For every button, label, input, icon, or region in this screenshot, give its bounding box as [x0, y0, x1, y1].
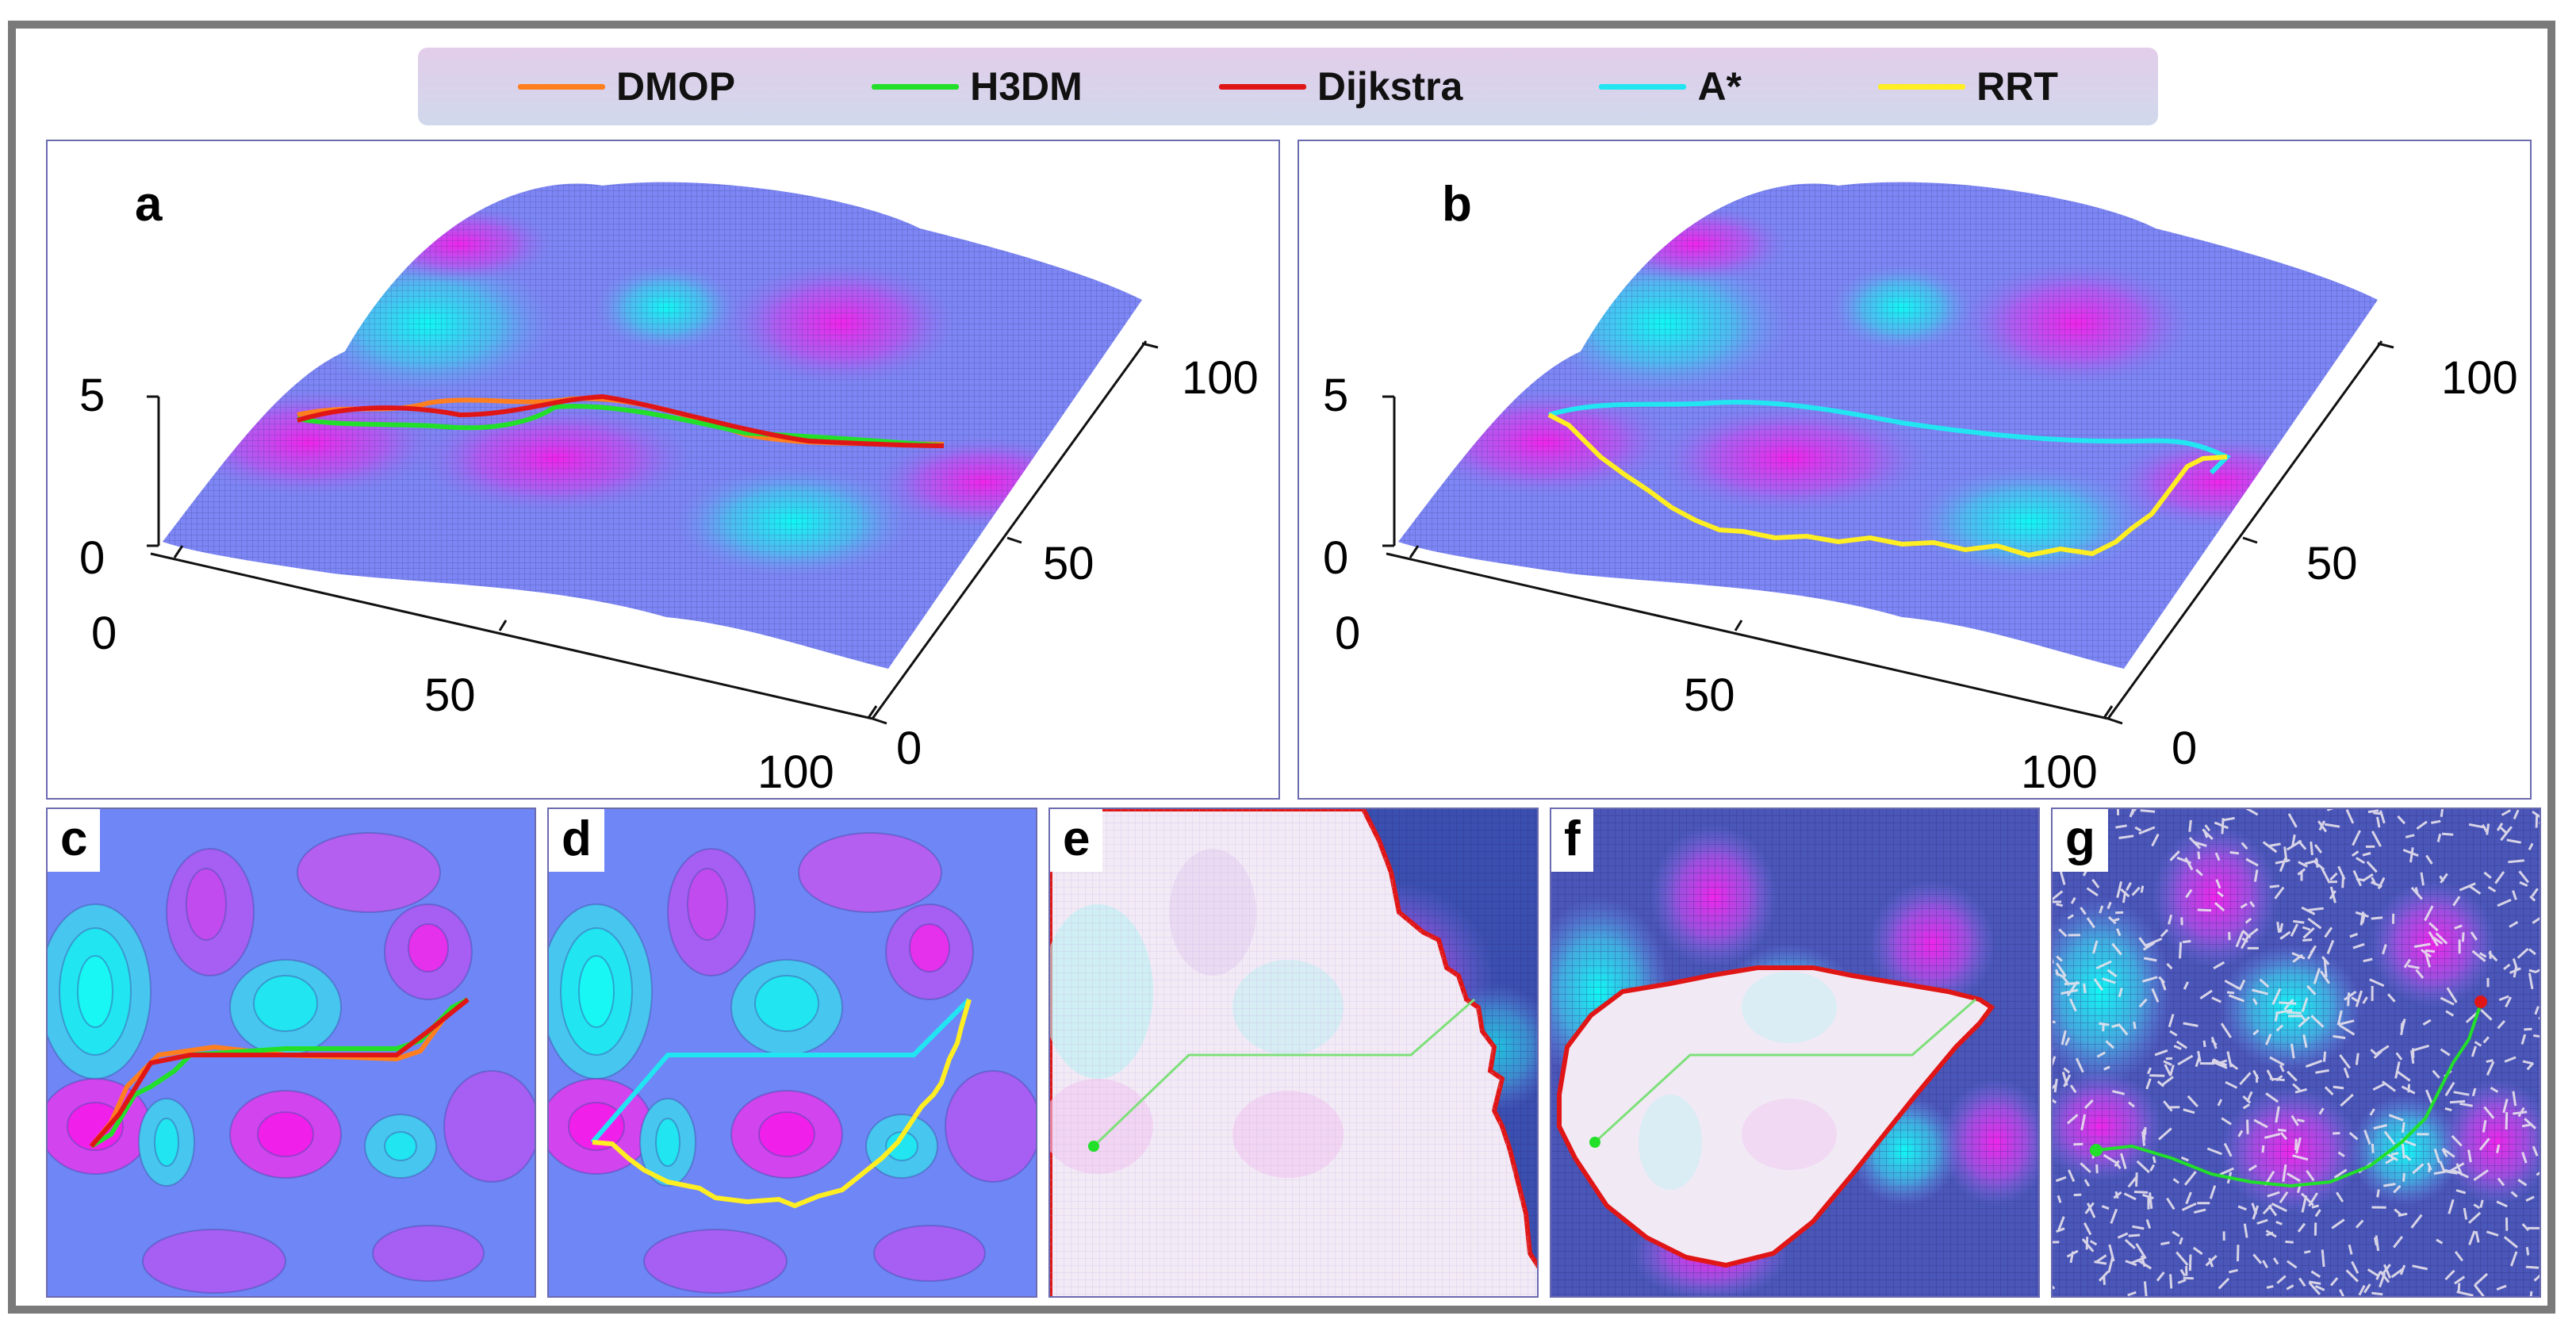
z-tick-5: 5 [1323, 370, 1348, 421]
x-tick-100: 100 [757, 746, 834, 798]
panel-label-c: c [48, 809, 101, 872]
x-tick-50: 50 [1684, 669, 1735, 721]
z-tick-0: 0 [1323, 532, 1348, 584]
figure-frame [8, 21, 2555, 1314]
legend-swatch-astar [1599, 83, 1687, 90]
panel-label-f: f [1551, 809, 1593, 872]
panel-g-rrt-search: g [2051, 808, 2541, 1298]
panel-label-a: a [135, 177, 163, 232]
legend-item-rrt: RRT [1878, 63, 2058, 109]
rrt-tree-branches [2053, 809, 2540, 1296]
contour-plot-d [549, 809, 1036, 1296]
legend-swatch-dijkstra [1218, 83, 1306, 90]
panel-b-surface: b 5 0 0 50 100 0 50 100 [1298, 140, 2532, 800]
search-plot-g [2053, 809, 2540, 1296]
search-plot-e [1050, 809, 1537, 1296]
panel-label-b: b [1442, 177, 1472, 232]
x-tick-0: 0 [91, 608, 117, 659]
x-tick-0: 0 [1335, 608, 1360, 659]
surface-plot-a: 5 0 0 50 100 0 50 100 [79, 182, 1259, 798]
panel-a-surface: a 5 0 0 50 100 0 50 100 [46, 140, 1280, 800]
panel-label-g: g [2053, 809, 2108, 872]
z-tick-0: 0 [79, 532, 105, 584]
y-tick-50: 50 [1043, 538, 1094, 589]
y-tick-50: 50 [2306, 538, 2358, 589]
legend-item-dijkstra: Dijkstra [1218, 63, 1462, 109]
x-tick-100: 100 [2021, 746, 2098, 798]
legend-item-astar: A* [1599, 63, 1742, 109]
contour-plot-c [48, 809, 535, 1296]
legend-swatch-rrt [1878, 83, 1966, 90]
panel-d-contour: d [547, 808, 1037, 1298]
z-tick-5: 5 [79, 370, 105, 421]
panel-c-contour: c [46, 808, 536, 1298]
legend-swatch-h3dm [872, 83, 960, 90]
panel-label-d: d [549, 809, 604, 872]
search-plot-f [1551, 809, 2038, 1296]
panel-e-dijkstra-search: e [1048, 808, 1539, 1298]
legend: DMOP H3DM Dijkstra A* RRT [418, 48, 2158, 125]
y-tick-0: 0 [896, 723, 922, 774]
legend-swatch-dmop [518, 83, 606, 90]
panel-label-e: e [1050, 809, 1103, 872]
legend-item-dmop: DMOP [518, 63, 735, 109]
y-tick-100: 100 [1182, 352, 1259, 404]
y-tick-100: 100 [2441, 352, 2518, 404]
panel-f-astar-search: f [1550, 808, 2040, 1298]
legend-item-h3dm: H3DM [872, 63, 1083, 109]
surface-plot-b: 5 0 0 50 100 0 50 100 [1323, 182, 2518, 798]
x-tick-50: 50 [424, 669, 476, 721]
y-tick-0: 0 [2172, 723, 2197, 774]
